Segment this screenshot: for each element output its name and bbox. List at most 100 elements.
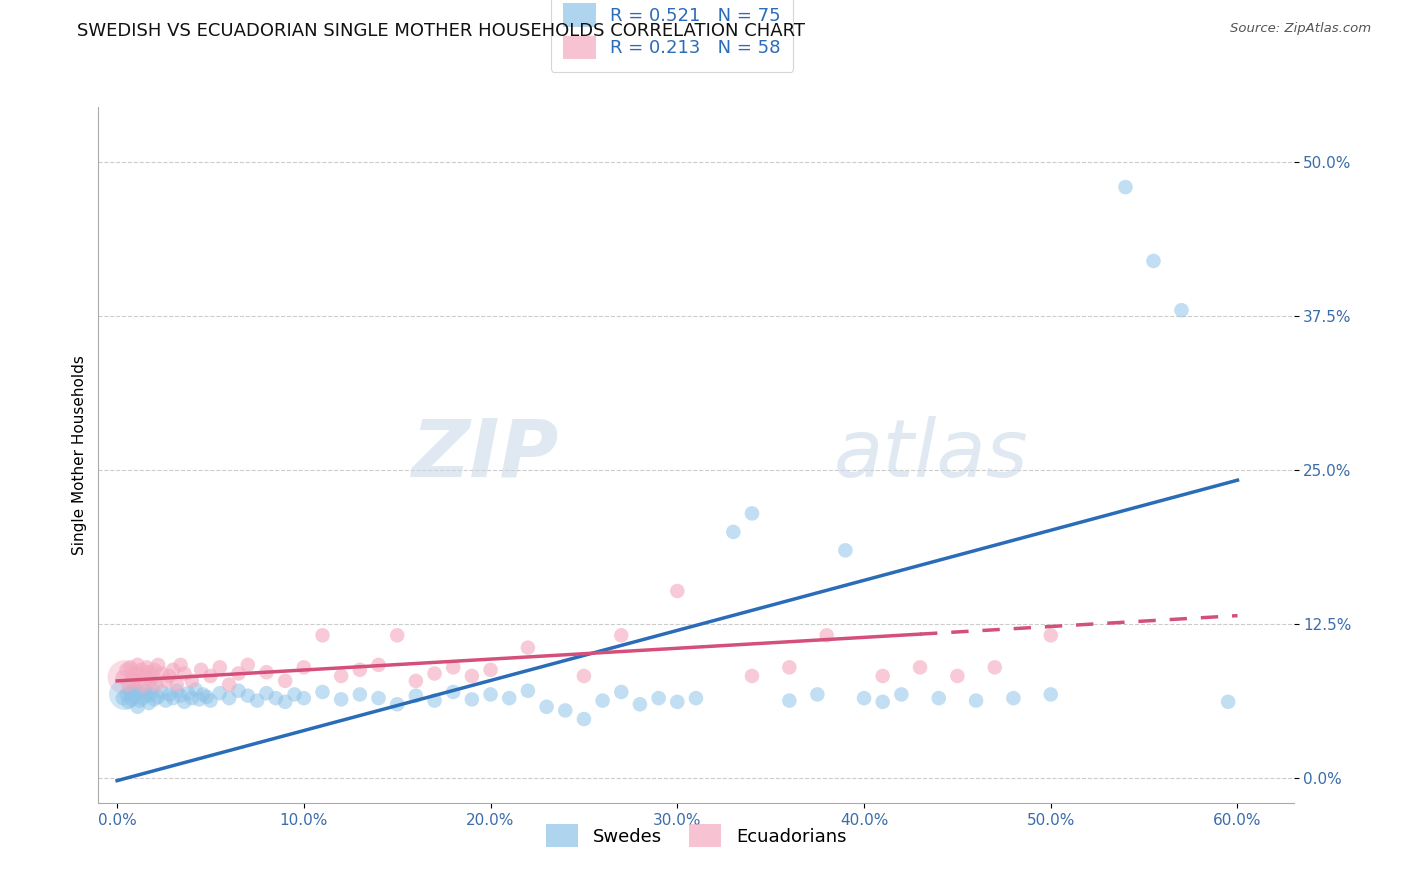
Point [131, 663, 153, 677]
Point [120, 660, 142, 674]
Point [647, 691, 669, 706]
Point [191, 688, 214, 702]
Point [166, 677, 188, 691]
Point [236, 689, 259, 703]
Point [610, 685, 633, 699]
Point [218, 677, 240, 691]
Point [946, 669, 969, 683]
Point [246, 693, 269, 707]
Point [385, 628, 409, 642]
Point [283, 688, 305, 702]
Point [139, 688, 162, 702]
Point [127, 657, 149, 672]
Point [441, 660, 464, 674]
Point [142, 681, 165, 696]
Point [143, 692, 166, 706]
Point [184, 682, 207, 697]
Text: Source: ZipAtlas.com: Source: ZipAtlas.com [1230, 22, 1371, 36]
Point [1218, 695, 1240, 709]
Point [666, 584, 689, 599]
Point [367, 657, 389, 672]
Point [330, 669, 353, 683]
Point [117, 695, 139, 709]
Point [610, 628, 633, 642]
Point [162, 691, 184, 706]
Point [965, 693, 987, 707]
Legend: Swedes, Ecuadorians: Swedes, Ecuadorians [533, 812, 859, 860]
Point [236, 657, 259, 672]
Text: SWEDISH VS ECUADORIAN SINGLE MOTHER HOUSEHOLDS CORRELATION CHART: SWEDISH VS ECUADORIAN SINGLE MOTHER HOUS… [77, 22, 806, 40]
Point [132, 691, 155, 706]
Point [592, 693, 614, 707]
Point [177, 686, 200, 700]
Point [121, 667, 143, 681]
Point [872, 669, 894, 683]
Point [138, 665, 160, 680]
Point [150, 666, 173, 681]
Point [461, 692, 484, 706]
Text: atlas: atlas [834, 416, 1028, 494]
Point [148, 657, 170, 672]
Text: ZIP: ZIP [411, 416, 558, 494]
Point [928, 691, 950, 706]
Point [723, 524, 745, 539]
Point [208, 660, 231, 674]
Point [311, 685, 333, 699]
Point [516, 640, 538, 655]
Point [148, 690, 170, 704]
Point [872, 695, 894, 709]
Point [125, 665, 148, 680]
Point [778, 693, 800, 707]
Point [114, 688, 136, 702]
Point [195, 690, 218, 704]
Point [173, 695, 195, 709]
Point [145, 677, 167, 691]
Point [111, 670, 134, 684]
Point [405, 689, 427, 703]
Point [274, 695, 297, 709]
Point [349, 688, 371, 702]
Point [228, 666, 250, 681]
Point [157, 688, 180, 702]
Point [155, 673, 177, 688]
Point [117, 677, 139, 691]
Point [218, 691, 240, 706]
Point [256, 665, 278, 680]
Point [125, 682, 148, 697]
Point [741, 507, 763, 521]
Point [1142, 254, 1164, 268]
Point [853, 691, 876, 706]
Point [256, 686, 278, 700]
Point [127, 699, 149, 714]
Point [423, 693, 446, 707]
Point [200, 669, 222, 683]
Point [157, 669, 180, 683]
Point [138, 696, 160, 710]
Point [166, 683, 188, 698]
Point [479, 688, 502, 702]
Point [128, 693, 150, 707]
Point [188, 692, 211, 706]
Point [173, 666, 195, 681]
Point [628, 698, 651, 712]
Point [498, 691, 520, 706]
Point [367, 691, 389, 706]
Point [311, 628, 333, 642]
Point [155, 693, 177, 707]
Point [423, 666, 446, 681]
Point [815, 628, 838, 642]
Point [143, 663, 166, 677]
Point [228, 683, 250, 698]
Y-axis label: Single Mother Households: Single Mother Households [72, 355, 87, 555]
Point [114, 670, 136, 684]
Point [142, 669, 165, 683]
Point [834, 543, 856, 558]
Point [572, 712, 595, 726]
Point [685, 691, 707, 706]
Point [121, 692, 143, 706]
Point [572, 669, 595, 683]
Point [349, 663, 371, 677]
Point [908, 660, 931, 674]
Point [131, 686, 153, 700]
Point [516, 683, 538, 698]
